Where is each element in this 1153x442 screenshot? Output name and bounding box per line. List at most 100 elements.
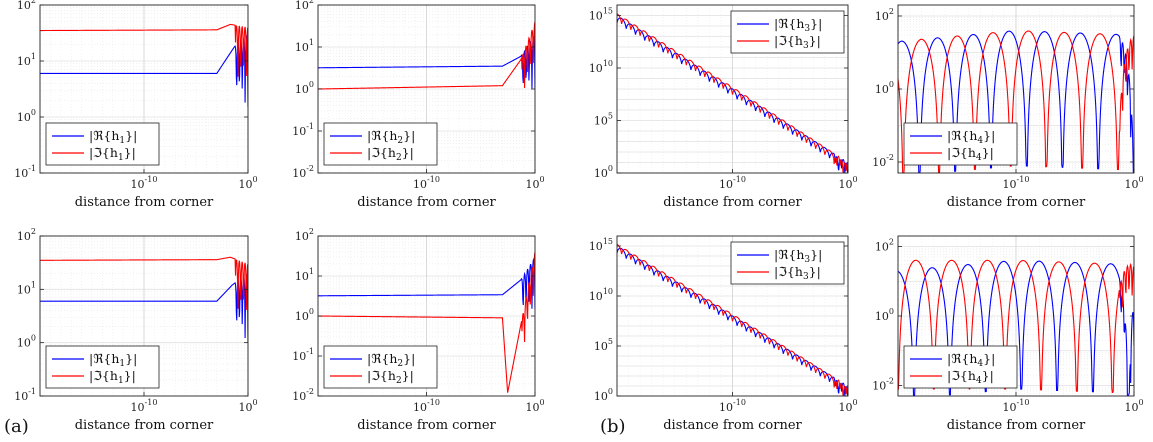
legend-label-main: |ℑ{h [774,33,803,48]
y-tick-label-exp: 2 [889,7,894,16]
legend-label-main: |ℑ{h [774,264,803,279]
x-tick-label-base: 10 [525,401,539,414]
x-tick-label-base: 10 [838,401,852,414]
x-tick-label: 10-10 [1003,175,1030,191]
y-tick-label-exp: 0 [608,164,613,173]
y-tick-label-exp: 0 [889,307,894,316]
y-tick-label-base: 10 [295,230,309,243]
x-tick-label-exp: 0 [539,175,544,184]
x-axis-label: distance from corner [75,195,214,210]
x-tick-label-base: 10 [413,178,427,191]
x-axis-label: distance from corner [947,195,1086,210]
legend-label-sub: 3 [804,24,810,34]
legend-label-main: |ℑ{h [947,368,976,383]
legend-label-main: |ℑ{h [89,368,118,383]
legend-box [730,241,845,285]
panel-label-a: (a) [4,416,29,437]
legend-label: |ℑ{h3}| [774,264,821,282]
y-tick-label: 10-2 [872,153,894,169]
y-tick-label: 10-1 [14,164,36,180]
series-line-imag [318,251,535,393]
legend-label: |ℑ{h2}| [367,368,414,386]
x-tick-label: 10-10 [719,175,746,191]
y-tick-label-exp: 2 [31,0,36,5]
legend-box [323,345,438,389]
series-line-imag [40,256,248,310]
curves [898,259,1134,396]
legend-label-main: |ℜ{h [774,16,804,31]
legend-label-sub: 1 [119,359,125,369]
legend: |ℜ{h2}||ℑ{h2}| [323,122,438,166]
legend-label: |ℜ{h1}| [89,351,137,369]
y-tick-label-base: 10 [17,230,31,243]
y-tick-label-exp: 1 [31,52,36,61]
x-tick-label: 10-10 [413,398,440,414]
series-line-real [617,17,848,173]
y-tick-label: 102 [295,0,314,12]
x-tick-label: 10-10 [131,398,158,414]
x-tick-label-exp: 0 [252,398,257,407]
series-line-real [898,30,1134,173]
y-tick-label: 100 [17,108,36,124]
legend-label-sub: 3 [803,272,809,282]
x-tick-label-base: 10 [719,178,733,191]
y-tick-label-base: 10 [295,83,309,96]
legend-label-main: |ℜ{h [947,351,977,366]
x-tick-label-base: 10 [1003,178,1017,191]
legend-label-sub: 2 [396,376,402,386]
y-tick-label: 101 [17,280,36,296]
legend-label-main: |ℑ{h [367,368,396,383]
y-tick-label-base: 10 [872,380,886,393]
x-tick-label-base: 10 [238,178,252,191]
legend-label: |ℜ{h3}| [774,247,822,265]
legend-label-end: }| [125,351,137,366]
curves [617,243,848,396]
legend-label-sub: 1 [118,376,124,386]
y-tick-label: 100 [594,387,613,403]
legend: |ℜ{h3}||ℑ{h3}| [730,241,845,285]
y-tick-label-exp: 15 [603,7,613,16]
legend-label-end: }| [124,368,136,383]
x-tick-label-exp: 0 [1138,175,1143,184]
y-tick-label: 10-1 [14,387,36,403]
y-tick-label-base: 10 [589,10,603,23]
series-line-imag [898,259,1134,394]
legend-label: |ℑ{h1}| [89,145,136,163]
y-tick-label-base: 10 [17,337,31,350]
y-tick-label: 102 [17,0,36,12]
y-tick-label-exp: 5 [608,337,613,346]
legend: |ℜ{h1}||ℑ{h1}| [45,122,160,166]
panel-label-b: (b) [600,416,626,437]
legend-label-sub: 1 [118,153,124,163]
y-tick-label-base: 10 [14,390,28,403]
y-tick-label: 100 [17,334,36,350]
y-tick-label: 105 [594,112,613,128]
legend-label-end: }| [402,145,414,160]
curves [318,21,535,90]
x-axis-label: distance from corner [357,195,496,210]
x-tick-label: 10-10 [131,175,158,191]
x-tick-label: 100 [1124,398,1143,414]
y-tick-label-base: 10 [17,283,31,296]
y-tick-label: 102 [875,7,894,23]
x-tick-label-base: 10 [238,401,252,414]
legend-label-sub: 1 [119,136,125,146]
y-tick-label-base: 10 [17,111,31,124]
legend-label-end: }| [402,368,414,383]
y-tick-label-base: 10 [292,350,306,363]
legend-label-end: }| [124,145,136,160]
legend-label-end: }| [125,128,137,143]
x-tick-label-base: 10 [838,178,852,191]
x-tick-label-exp: 0 [1138,398,1143,407]
x-tick-label-exp: 0 [252,175,257,184]
legend-label-end: }| [810,247,822,262]
y-tick-label-exp: 0 [889,80,894,89]
legend-label-sub: 2 [397,359,403,369]
y-tick-label-base: 10 [295,310,309,323]
legend: |ℜ{h4}||ℑ{h4}| [903,345,1018,389]
x-tick-label-base: 10 [413,401,427,414]
x-tick-label-base: 10 [131,178,145,191]
legend-label: |ℑ{h3}| [774,33,821,51]
